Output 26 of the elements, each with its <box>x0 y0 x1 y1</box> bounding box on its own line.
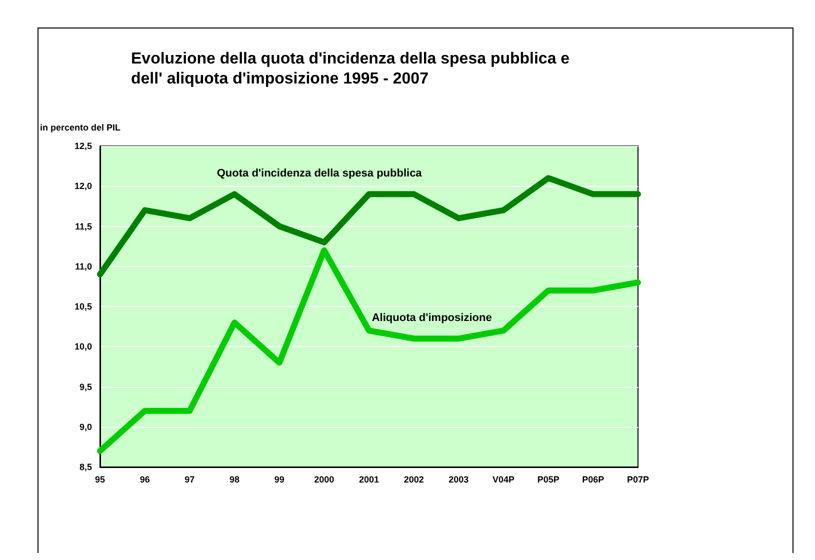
y-axis-title: in percento del PIL <box>40 122 122 132</box>
x-tick-label: 2002 <box>404 474 424 484</box>
x-tick-label: 2003 <box>448 474 469 484</box>
x-tick-label: 96 <box>140 474 150 484</box>
y-tick-label: 8,5 <box>79 462 92 472</box>
y-tick-label: 12,0 <box>74 181 92 192</box>
y-tick-label: 10,0 <box>74 342 92 352</box>
x-tick-label: P07P <box>626 474 650 484</box>
x-tick-label: P06P <box>582 474 604 484</box>
y-tick-label: 9,0 <box>79 422 92 432</box>
series-label: Aliquota d'imposizione <box>372 312 492 324</box>
y-tick-label: 11,5 <box>74 221 92 232</box>
x-tick-label: 95 <box>94 474 106 484</box>
chart-title: Evoluzione della quota d'incidenza della spesa pubblica e dell' aliquota d'imposizione 1995 - 2007 <box>131 50 570 88</box>
x-tick-label: V04P <box>492 474 515 484</box>
x-tick-label: 98 <box>229 474 240 484</box>
y-tick-label: 9,5 <box>79 382 92 392</box>
x-tick-label: 97 <box>184 474 195 484</box>
y-tick-label: 11,0 <box>74 261 92 272</box>
series-label: Quota d'incidenza della spesa pubblica <box>216 168 423 180</box>
x-tick-label: P05P <box>537 474 560 484</box>
x-tick-label: 2000 <box>314 474 334 484</box>
y-tick-label: 12,5 <box>74 141 92 151</box>
x-tick-label: 2001 <box>358 474 380 484</box>
x-tick-label: 99 <box>274 474 284 484</box>
y-tick-label: 10,5 <box>74 302 92 312</box>
